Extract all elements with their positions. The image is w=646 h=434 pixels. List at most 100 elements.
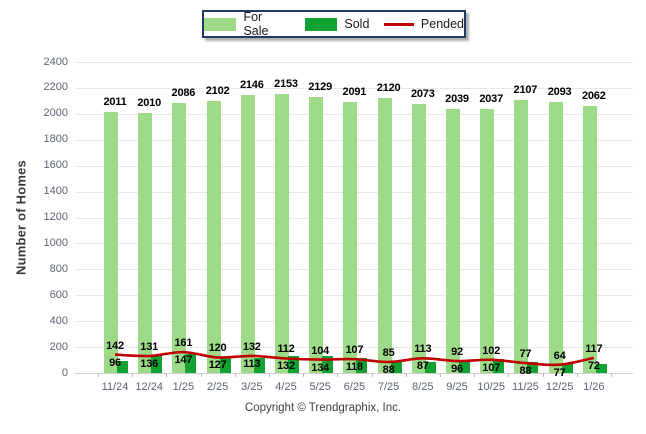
pended-value-label: 131 <box>140 341 159 354</box>
sold-value-label: 147 <box>174 354 193 367</box>
y-tick-label: 1200 <box>43 211 68 223</box>
for-sale-swatch-icon <box>204 17 237 31</box>
y-tick-label: 400 <box>49 314 68 327</box>
sold-value-label: 96 <box>451 363 463 376</box>
for-sale-value-label: 2010 <box>137 96 162 109</box>
x-tick-label: 7/25 <box>377 381 400 393</box>
y-tick-label: 800 <box>49 262 68 275</box>
legend: For Sale Sold Pended <box>202 10 466 38</box>
y-tick-label: 0 <box>61 366 68 379</box>
for-sale-bar <box>377 98 392 373</box>
sold-bar <box>459 360 470 373</box>
pended-value-label: 113 <box>414 343 432 356</box>
for-sale-bar <box>275 94 289 373</box>
x-tick-label: 10/25 <box>477 381 505 393</box>
for-sale-value-label: 2129 <box>308 81 333 94</box>
for-sale-bar <box>206 100 221 373</box>
axis-tick-mark <box>200 373 202 377</box>
sold-bar <box>288 355 299 373</box>
sold-value-label: 88 <box>519 365 532 378</box>
pended-value-label: 64 <box>553 349 566 362</box>
y-tick-label: 2200 <box>43 81 68 94</box>
axis-tick-mark <box>97 373 99 377</box>
copyright-text: Copyright © Trendgraphix, Inc. <box>244 402 402 414</box>
axis-tick-mark <box>268 373 270 377</box>
axis-tick-mark <box>576 373 578 377</box>
sold-value-label: 72 <box>587 359 600 372</box>
for-sale-value-label: 2062 <box>581 89 606 102</box>
for-sale-value-label: 2107 <box>513 83 538 96</box>
sold-bar <box>117 360 128 373</box>
y-tick-label: 1400 <box>43 185 68 198</box>
x-tick-label: 2/25 <box>206 381 229 393</box>
x-tick-label: 11/24 <box>101 381 129 393</box>
for-sale-value-label: 2086 <box>171 86 196 99</box>
for-sale-bar <box>446 108 460 373</box>
sold-value-label: 113 <box>243 357 261 370</box>
for-sale-value-label: 2102 <box>205 84 230 97</box>
axis-tick-mark <box>508 373 510 377</box>
pended-value-label: 85 <box>382 346 395 359</box>
for-sale-bar <box>309 97 324 373</box>
pended-value-label: 117 <box>585 342 603 355</box>
sold-value-label: 87 <box>416 360 429 373</box>
x-tick-label: 4/25 <box>275 381 297 393</box>
axis-tick-mark <box>303 373 305 377</box>
pended-line-path <box>114 350 595 367</box>
axis-tick-mark <box>439 373 441 377</box>
for-sale-value-label: 2091 <box>342 86 367 99</box>
x-tick-label: 8/25 <box>412 381 434 393</box>
sold-value-label: 107 <box>482 361 501 374</box>
sold-bar <box>595 363 607 373</box>
for-sale-bar <box>548 101 563 373</box>
pended-value-label: 161 <box>174 337 193 350</box>
sold-value-label: 127 <box>208 359 227 372</box>
for-sale-value-label: 2120 <box>376 82 401 95</box>
pended-value-label: 102 <box>482 344 501 357</box>
x-tick-label: 1/26 <box>583 381 605 393</box>
axis-tick-mark <box>132 373 134 377</box>
y-tick-label: 1000 <box>43 236 68 249</box>
for-sale-value-label: 2093 <box>547 85 572 98</box>
axis-tick-mark <box>542 373 544 377</box>
grid-line <box>75 62 633 63</box>
x-tick-label: 5/25 <box>309 381 331 393</box>
sold-bar <box>390 361 402 373</box>
y-tick-label: 2400 <box>43 55 68 68</box>
sold-value-label: 118 <box>345 361 363 374</box>
for-sale-bar <box>343 102 358 373</box>
y-tick-label: 1800 <box>43 133 68 146</box>
for-sale-bar <box>240 94 255 373</box>
axis-tick-mark <box>610 373 612 377</box>
pended-value-label: 92 <box>451 346 463 359</box>
x-tick-label: 12/25 <box>545 381 574 393</box>
sold-swatch-icon <box>304 17 338 31</box>
for-sale-bar <box>514 99 529 373</box>
x-axis-baseline <box>75 373 633 374</box>
axis-tick-mark <box>371 373 373 377</box>
for-sale-value-label: 2039 <box>445 92 469 105</box>
sold-value-label: 88 <box>382 363 395 376</box>
for-sale-value-label: 2146 <box>239 78 264 91</box>
pended-value-label: 112 <box>277 343 295 356</box>
sold-bar <box>561 363 573 373</box>
axis-tick-mark <box>166 373 168 377</box>
for-sale-bar <box>582 105 597 373</box>
sold-bar <box>185 353 197 373</box>
for-sale-bar <box>172 102 187 373</box>
grid-line <box>75 87 633 89</box>
y-tick-label: 1600 <box>43 159 68 172</box>
for-sale-value-label: 2073 <box>410 88 435 101</box>
for-sale-bar <box>411 104 426 373</box>
x-tick-label: 11/25 <box>512 381 539 393</box>
axis-tick-mark <box>405 373 407 377</box>
for-sale-value-label: 2153 <box>274 78 298 90</box>
x-tick-label: 12/24 <box>135 381 163 393</box>
x-tick-label: 1/25 <box>172 381 195 393</box>
sold-value-label: 96 <box>109 356 121 369</box>
y-tick-label: 600 <box>49 288 68 301</box>
sold-bar <box>322 355 334 373</box>
